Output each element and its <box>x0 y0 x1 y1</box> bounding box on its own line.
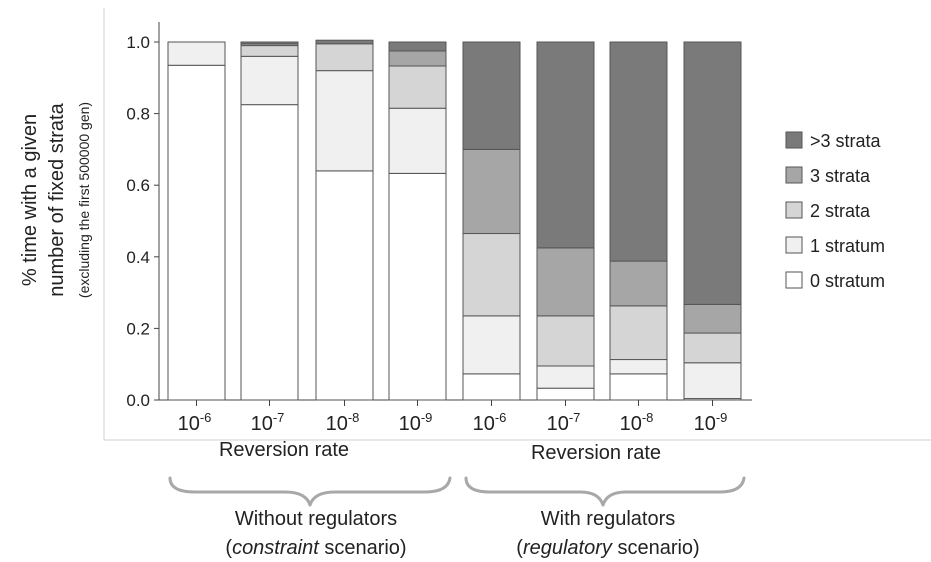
x-tick-label: 10-9 <box>694 410 728 435</box>
bar-segment <box>388 41 447 52</box>
bar-segment <box>388 50 447 67</box>
legend-label: 3 strata <box>810 166 871 186</box>
bar-segment <box>240 41 299 45</box>
x-tick-label: 10-9 <box>399 410 433 435</box>
x-tick-label: 10-8 <box>326 410 360 435</box>
y-tick-label: 0.2 <box>126 319 150 338</box>
bar-segment <box>388 107 447 174</box>
y-tick-label: 0.6 <box>126 176 150 195</box>
legend-label: 1 stratum <box>810 236 885 256</box>
x-axis-title-right: Reversion rate <box>531 442 661 464</box>
y-axis-label-subtitle: (excluding the first 500000 gen) <box>76 102 92 298</box>
x-axis-title-left: Reversion rate <box>219 439 349 461</box>
x-tick-label: 10-8 <box>620 410 654 435</box>
bar-segment <box>462 41 521 150</box>
bar-segment <box>315 43 374 72</box>
legend-swatch <box>785 201 803 219</box>
brace-right <box>464 476 746 507</box>
y-tick-label: 0.0 <box>126 391 150 410</box>
legend-label: >3 strata <box>810 131 882 151</box>
bar-segment <box>240 104 299 401</box>
legend-label: 0 stratum <box>810 271 885 291</box>
bar-segment <box>462 315 521 375</box>
legend-label: 2 strata <box>810 201 871 221</box>
bar-segment <box>683 362 742 400</box>
bar-segment <box>609 373 668 401</box>
bar-segment <box>609 359 668 375</box>
bar-segment <box>683 41 742 305</box>
bar-segment <box>167 41 226 66</box>
bar-segment <box>536 365 595 389</box>
bar-segment <box>388 172 447 401</box>
bar-segment <box>683 303 742 334</box>
group-title-left: Without regulators <box>235 508 397 530</box>
bar-segment <box>315 170 374 401</box>
legend-swatch <box>785 236 803 254</box>
bar-segment <box>683 332 742 364</box>
bar-segment <box>536 315 595 367</box>
y-axis-label-line-1: % time with a given <box>19 114 41 286</box>
legend-swatch <box>785 131 803 149</box>
legend-swatch <box>785 166 803 184</box>
x-tick-label: 10-7 <box>547 410 581 435</box>
legend: >3 strata 3 strata 2 strata 1 stratum 0 stra… <box>785 131 885 291</box>
group-subtitle-right: (regulatory scenario) <box>516 537 699 559</box>
group-subtitle-left: (constraint scenario) <box>225 537 406 559</box>
bar-segment <box>462 233 521 317</box>
bar-segment <box>240 55 299 106</box>
bar-segment <box>536 247 595 317</box>
y-tick-label: 1.0 <box>126 33 150 52</box>
x-tick-label: 10-6 <box>473 410 507 435</box>
x-tick-label: 10-7 <box>251 410 285 435</box>
bar-segment <box>462 148 521 235</box>
y-tick-label: 0.4 <box>126 248 150 267</box>
x-tick-label: 10-6 <box>178 410 212 435</box>
bar-segment <box>609 260 668 307</box>
bar-segment <box>315 70 374 172</box>
y-tick-label: 0.8 <box>126 105 150 124</box>
bar-segment <box>462 373 521 401</box>
group-title-right: With regulators <box>541 508 676 530</box>
bar-segment <box>388 65 447 109</box>
bar-segment <box>167 64 226 401</box>
bar-segment <box>536 41 595 249</box>
bar-segment <box>240 45 299 57</box>
bar-segment <box>315 39 374 45</box>
bar-segment <box>536 387 595 401</box>
legend-swatch <box>785 271 803 289</box>
bar-segment <box>609 305 668 361</box>
bar-segment <box>609 41 668 262</box>
brace-left <box>168 476 452 507</box>
y-axis-label-line-2: number of fixed strata <box>46 102 68 296</box>
